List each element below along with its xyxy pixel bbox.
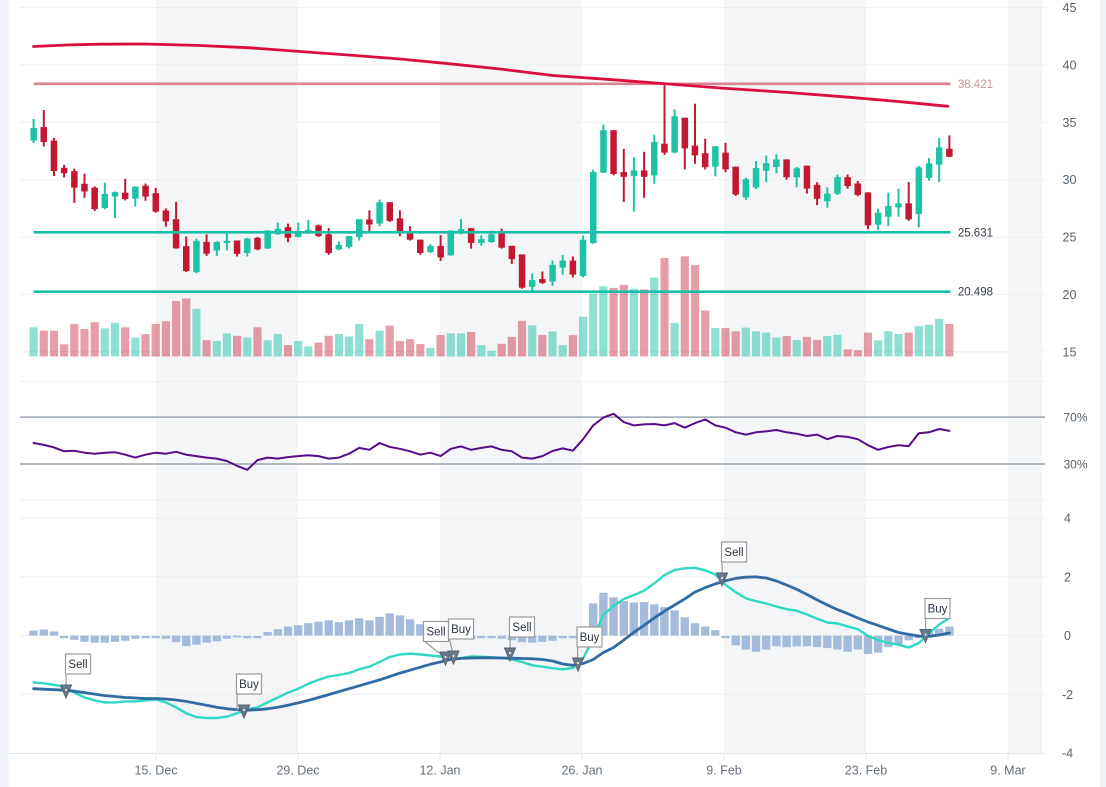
svg-text:15. Dec: 15. Dec xyxy=(134,764,177,778)
svg-text:35: 35 xyxy=(1063,116,1077,130)
svg-text:0: 0 xyxy=(1064,629,1071,643)
svg-text:25.631: 25.631 xyxy=(958,227,993,239)
svg-text:30%: 30% xyxy=(1063,457,1087,471)
svg-text:70%: 70% xyxy=(1063,411,1087,425)
svg-text:45: 45 xyxy=(1063,1,1077,15)
svg-text:Buy: Buy xyxy=(580,632,600,644)
svg-text:26. Jan: 26. Jan xyxy=(561,764,602,778)
svg-text:30: 30 xyxy=(1063,173,1077,187)
svg-text:Sell: Sell xyxy=(426,627,445,639)
svg-text:12. Jan: 12. Jan xyxy=(419,764,460,778)
svg-text:Sell: Sell xyxy=(724,547,743,559)
svg-text:Sell: Sell xyxy=(68,659,87,671)
svg-text:2: 2 xyxy=(1064,570,1071,584)
svg-text:Sell: Sell xyxy=(512,622,531,634)
svg-text:-2: -2 xyxy=(1062,688,1073,702)
svg-text:Buy: Buy xyxy=(928,604,948,616)
svg-text:Buy: Buy xyxy=(239,679,259,691)
svg-text:38.421: 38.421 xyxy=(958,79,993,91)
svg-text:Buy: Buy xyxy=(451,624,471,636)
svg-text:23. Feb: 23. Feb xyxy=(845,764,887,778)
svg-text:15: 15 xyxy=(1063,345,1077,359)
svg-text:-4: -4 xyxy=(1062,747,1073,761)
svg-text:29. Dec: 29. Dec xyxy=(276,764,319,778)
svg-text:4: 4 xyxy=(1064,512,1071,526)
svg-text:9. Mar: 9. Mar xyxy=(990,764,1025,778)
svg-text:9. Feb: 9. Feb xyxy=(706,764,741,778)
svg-text:40: 40 xyxy=(1063,58,1077,72)
svg-text:20.498: 20.498 xyxy=(958,287,993,299)
svg-text:25: 25 xyxy=(1063,231,1077,245)
svg-text:20: 20 xyxy=(1063,288,1077,302)
